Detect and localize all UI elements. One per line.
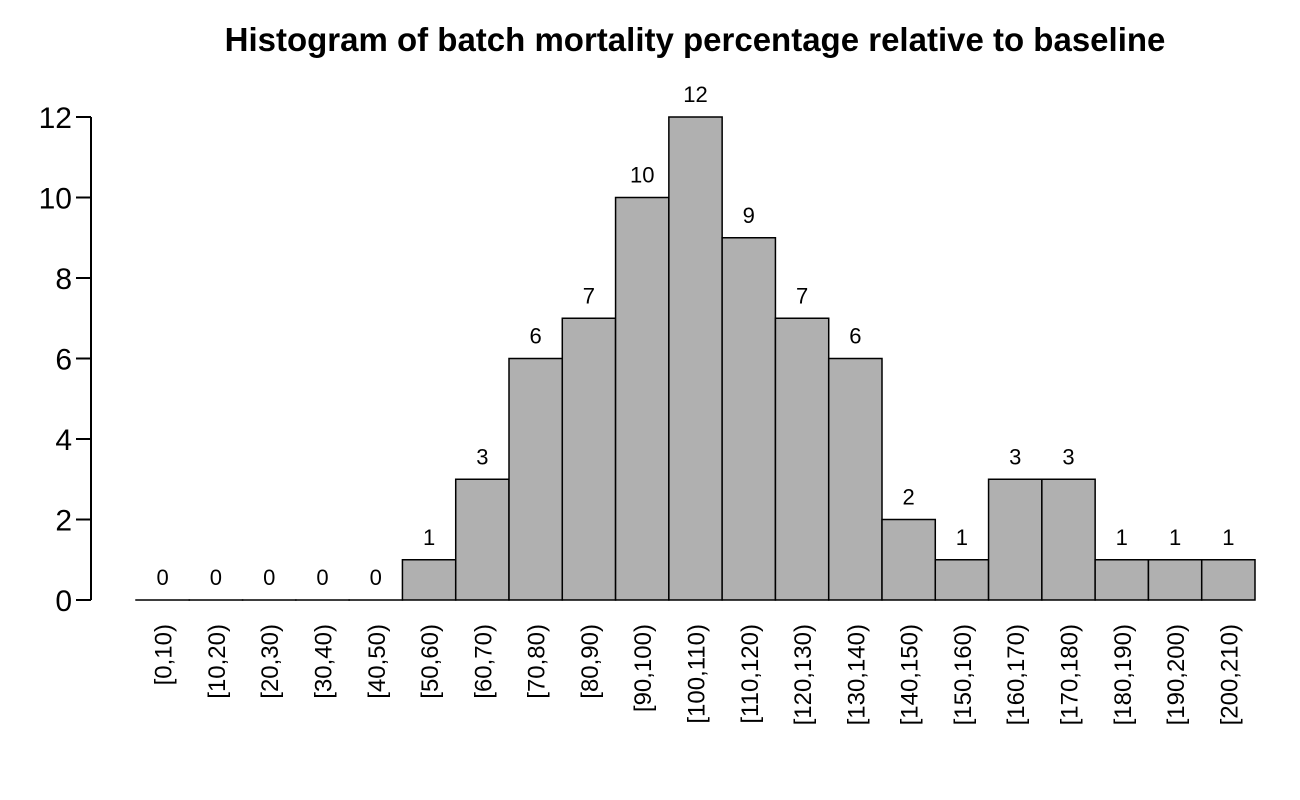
histogram-bar bbox=[1200, 559, 1256, 601]
x-tick-label: [100,110) bbox=[684, 624, 711, 724]
y-tick-label: 2 bbox=[55, 505, 72, 538]
histogram-bar bbox=[881, 518, 937, 601]
histogram-bar bbox=[401, 559, 457, 601]
histogram-bar bbox=[987, 478, 1043, 601]
x-tick-label: [50,60) bbox=[417, 624, 444, 699]
bar-value-label: 1 bbox=[956, 525, 968, 550]
bar-value-label: 1 bbox=[423, 525, 435, 550]
bar-value-label: 0 bbox=[370, 565, 382, 590]
bar-value-label: 1 bbox=[1222, 525, 1234, 550]
y-tick-label: 12 bbox=[39, 102, 72, 135]
x-tick-labels: [0,10) [10,20) [20,30) [30,40) [40,50) [50,60… bbox=[151, 624, 1244, 725]
histogram-bar bbox=[454, 478, 510, 601]
x-tick-label: [20,30) bbox=[257, 624, 284, 699]
y-tick-label: 0 bbox=[55, 585, 72, 618]
x-tick-label: [150,160) bbox=[950, 624, 977, 725]
x-tick-label: [160,170) bbox=[1003, 624, 1030, 725]
histogram-bars bbox=[135, 116, 1256, 601]
x-tick-label: [0,10) bbox=[151, 624, 178, 685]
x-tick-label: [130,140) bbox=[843, 624, 870, 725]
bar-value-label: 6 bbox=[849, 324, 861, 349]
x-tick-label: [190,200) bbox=[1163, 624, 1190, 725]
y-tick-label: 6 bbox=[55, 344, 72, 377]
y-axis: 0 2 4 6 8 10 12 bbox=[39, 102, 92, 618]
x-tick-label: [110,120) bbox=[737, 624, 764, 724]
histogram-bar bbox=[827, 357, 883, 601]
y-tick-label: 8 bbox=[55, 263, 72, 296]
x-tick-label: [10,20) bbox=[204, 624, 231, 699]
y-tick-label: 10 bbox=[39, 183, 72, 216]
x-tick-label: [200,210) bbox=[1216, 624, 1243, 725]
bar-value-label: 0 bbox=[157, 565, 169, 590]
bar-value-label: 7 bbox=[583, 283, 595, 308]
bar-value-label: 10 bbox=[630, 163, 654, 188]
bar-value-label: 1 bbox=[1116, 525, 1128, 550]
bar-value-label: 12 bbox=[683, 82, 707, 107]
x-tick-label: [140,150) bbox=[897, 624, 924, 725]
y-tick-label: 4 bbox=[55, 424, 72, 457]
histogram-bar bbox=[774, 317, 830, 601]
bar-value-label: 2 bbox=[903, 485, 915, 510]
bar-value-label: 3 bbox=[1062, 444, 1074, 469]
bar-value-label: 3 bbox=[1009, 444, 1021, 469]
bar-value-label: 3 bbox=[476, 444, 488, 469]
histogram-bar bbox=[934, 559, 990, 601]
bar-value-label: 6 bbox=[530, 324, 542, 349]
x-tick-label: [170,180) bbox=[1057, 624, 1084, 725]
histogram-bar bbox=[668, 116, 723, 601]
x-tick-label: [30,40) bbox=[311, 624, 338, 699]
x-tick-label: [70,80) bbox=[524, 624, 551, 699]
bar-value-label: 7 bbox=[796, 283, 808, 308]
histogram-bar bbox=[508, 357, 564, 601]
histogram-bar bbox=[1094, 559, 1150, 601]
histogram-bar bbox=[1041, 478, 1096, 601]
x-tick-label: [180,190) bbox=[1110, 624, 1137, 725]
histogram-bar bbox=[1147, 559, 1203, 601]
histogram-bar bbox=[614, 196, 670, 601]
x-tick-label: [80,90) bbox=[577, 624, 604, 699]
bar-value-label: 9 bbox=[743, 203, 755, 228]
bar-value-label: 0 bbox=[316, 565, 328, 590]
bar-value-label: 0 bbox=[210, 565, 222, 590]
x-tick-label: [120,130) bbox=[790, 624, 817, 725]
bar-value-label: 1 bbox=[1169, 525, 1181, 550]
histogram-bar bbox=[721, 237, 777, 601]
chart-title: Histogram of batch mortality percentage … bbox=[224, 21, 1166, 58]
x-tick-label: [40,50) bbox=[364, 624, 391, 699]
bar-value-label: 0 bbox=[263, 565, 275, 590]
histogram-bar bbox=[561, 317, 617, 601]
data-labels: 0 0 0 0 0 1 3 6 7 10 12 9 7 6 2 1 3 3 1 1 1 bbox=[157, 82, 1235, 590]
x-tick-label: [60,70) bbox=[470, 624, 497, 699]
x-tick-label: [90,100) bbox=[630, 624, 657, 712]
